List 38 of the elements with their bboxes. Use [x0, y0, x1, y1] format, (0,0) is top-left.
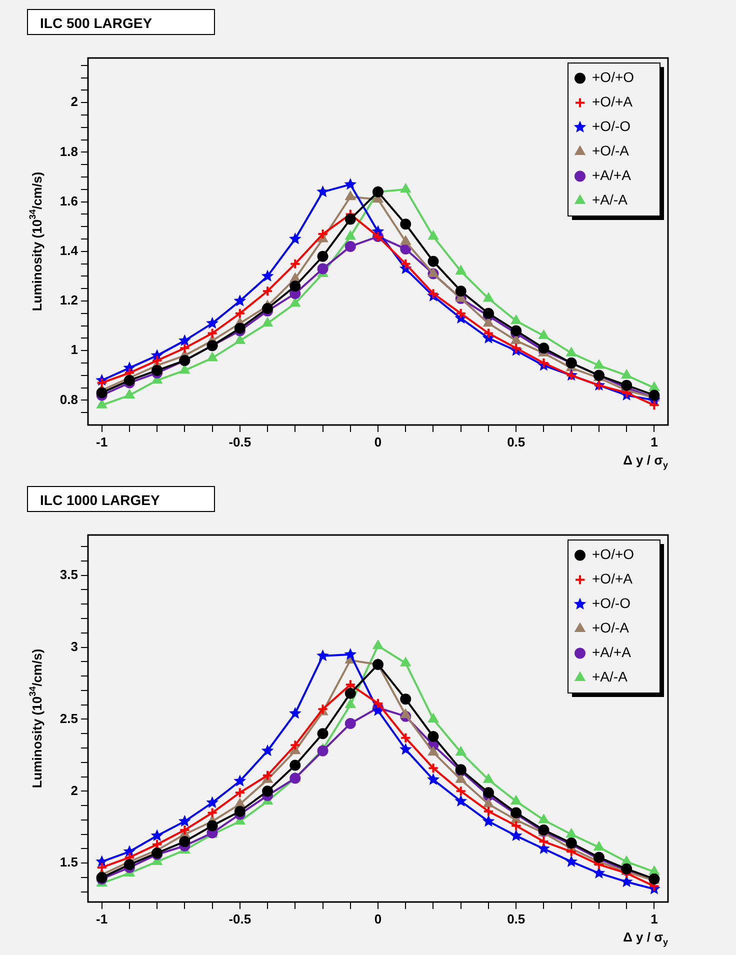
y-tick-label: 1.5 — [60, 854, 78, 870]
x-tick-label: 0 — [374, 434, 382, 450]
y-axis-title: Luminosity (1034/cm/s) — [27, 648, 45, 788]
x-tick-label: 1 — [650, 434, 658, 450]
legend-label: +O/+O — [592, 69, 634, 86]
x-tick-label: 0.5 — [507, 434, 526, 450]
y-tick-label: 2.5 — [60, 710, 78, 726]
y-axis-title: Luminosity (1034/cm/s) — [27, 172, 45, 312]
y-tick-label: 2 — [70, 782, 78, 798]
y-tick-label: 0.8 — [60, 392, 78, 407]
legend-label: +A/+A — [592, 167, 632, 184]
y-tick-label: 1.8 — [60, 144, 78, 159]
legend-label: +O/+O — [592, 546, 634, 562]
legend-label: +O/-A — [592, 142, 630, 159]
legend-label: +O/-O — [592, 595, 631, 612]
x-tick-label: -0.5 — [228, 434, 252, 450]
y-tick-label: 2 — [70, 94, 78, 110]
y-tick-label: 1.2 — [60, 292, 78, 308]
y-tick-label: 1.4 — [60, 242, 79, 258]
x-tick-label: -1 — [96, 911, 108, 926]
legend-label: +A/-A — [592, 192, 628, 208]
x-tick-label: 1 — [650, 911, 658, 926]
legend-label: +O/+A — [592, 570, 634, 587]
legend-label: +A/-A — [592, 668, 628, 685]
x-tick-label: -1 — [96, 434, 108, 450]
chart-title: ILC 500 LARGEY — [27, 9, 215, 35]
y-tick-label: 1 — [70, 342, 78, 358]
x-tick-label: -0.5 — [228, 911, 252, 926]
x-tick-label: 0 — [374, 911, 382, 926]
y-tick-label: 3.5 — [60, 566, 78, 582]
x-tick-label: 0.5 — [507, 911, 526, 926]
y-tick-label: 1.6 — [60, 193, 78, 208]
legend-label: +O/+A — [592, 94, 634, 110]
y-tick-label: 3 — [70, 638, 78, 654]
legend-label: +A/+A — [592, 644, 632, 660]
legend-label: +O/-A — [592, 620, 630, 636]
chart-title: ILC 1000 LARGEY — [27, 486, 215, 512]
legend-label: +O/-O — [592, 118, 631, 134]
